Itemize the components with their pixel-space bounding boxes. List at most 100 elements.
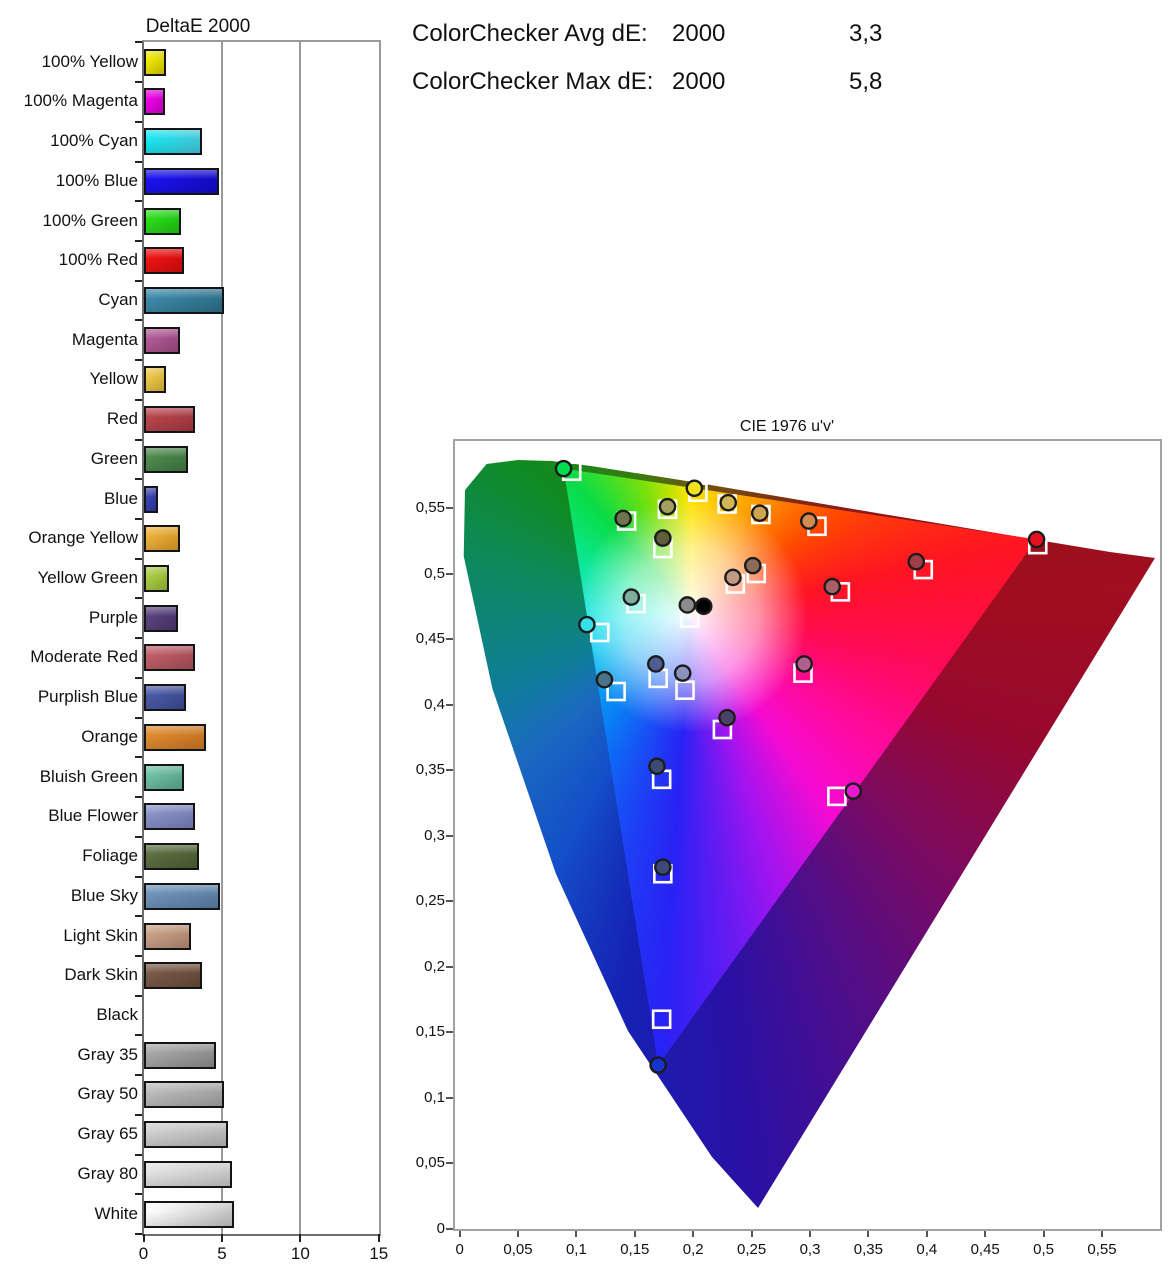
bar	[143, 644, 196, 672]
reference-target-square	[651, 1009, 672, 1030]
cie-x-tick-label: 0,2	[682, 1241, 704, 1258]
measured-point-circle	[724, 568, 742, 587]
cie-y-tick-label: 0,15	[415, 1023, 445, 1041]
bar-chart-row-tick	[134, 676, 142, 679]
bar	[143, 485, 158, 513]
cie-x-tick	[809, 1229, 811, 1237]
bar-chart-x-tick-label: 10	[290, 1243, 310, 1263]
bar-chart-x-tick	[377, 1233, 380, 1242]
bar-chart-row-tick	[134, 200, 142, 203]
bar-chart-category-label: Gray 65	[77, 1124, 138, 1144]
measured-point-circle	[649, 1056, 667, 1074]
bar-chart-row-tick	[134, 835, 142, 838]
cie-x-tick-label: 0,25	[736, 1241, 767, 1258]
bar-chart-category-label: Magenta	[71, 329, 138, 349]
bar-chart-x-tick-label: 5	[217, 1243, 227, 1263]
bar-chart-row-tick	[134, 438, 142, 441]
bar	[143, 1121, 229, 1149]
bar	[143, 525, 180, 553]
bar	[143, 1160, 233, 1188]
bar-chart-row-tick	[134, 81, 142, 84]
bar-chart-row-tick	[134, 796, 142, 799]
bar-chart-category-label: Purple	[88, 607, 138, 627]
measured-point-circle	[622, 588, 641, 606]
bar-chart-plot-area: 0 5 10 15	[134, 40, 388, 1263]
cie-x-tick	[692, 1229, 695, 1237]
bar	[143, 723, 207, 751]
bar-chart-row-tick	[134, 557, 142, 560]
bar-chart-category-label: 100% Blue	[55, 170, 138, 190]
bar-chart-x-tick-label: 15	[369, 1243, 389, 1263]
reference-target-square	[589, 622, 610, 643]
measured-point-circle	[1027, 530, 1046, 549]
bar-chart-category-label: 100% Yellow	[41, 51, 138, 71]
bar	[143, 287, 225, 314]
bar-chart-category-label: Black	[96, 1004, 138, 1024]
bar-chart-category-label: Orange Yellow	[28, 528, 138, 548]
bar-chart-row-tick	[134, 756, 142, 759]
bar-chart-category-label: Foliage	[82, 846, 138, 866]
cie-chart-title: CIE 1976 u'v'	[739, 418, 835, 435]
bar-chart-category-label: 100% Cyan	[50, 131, 138, 151]
cie-y-tick	[446, 572, 453, 575]
measured-point-circle	[907, 552, 926, 571]
cie-y-tick	[446, 1228, 453, 1230]
bar-chart-category-label: Dark Skin	[64, 965, 138, 985]
cie-y-tick-label: 0,5	[424, 564, 445, 582]
bar-chart-row-tick	[134, 398, 142, 401]
bar-chart-row-tick	[134, 915, 142, 918]
cie-y-tick	[446, 506, 453, 509]
cie-y-tick-label: 0,4	[424, 695, 445, 713]
cie-x-tick	[750, 1229, 753, 1237]
bar	[143, 882, 221, 910]
cie-y-tick-label: 0,2	[424, 957, 445, 975]
cie-x-tick-label: 0,4	[916, 1241, 938, 1258]
bar	[143, 167, 219, 195]
bar	[143, 48, 167, 76]
avg-de-label: ColorChecker Avg dE:	[412, 20, 648, 47]
bar-chart-category-label: Green	[90, 448, 138, 468]
bar	[143, 763, 185, 791]
cie-x-tick	[633, 1229, 636, 1237]
measured-point-circle	[685, 479, 704, 498]
bar	[143, 88, 166, 116]
bar-chart-category-label: Yellow	[89, 369, 138, 389]
cie-plot-area: 0 0,05 0,1 0,15 0,2 0,25 0,3 0,35 0,4 0,45 0,5 0,55…	[416, 439, 1162, 1258]
measured-point-circle	[718, 708, 736, 727]
bar-chart-row-tick	[134, 954, 142, 957]
bar-chart-category-label: Blue	[103, 488, 138, 508]
bar-chart-row-tick	[134, 319, 142, 322]
cie-x-tick	[1101, 1229, 1103, 1237]
bar-chart-row-tick	[134, 716, 142, 719]
bar	[143, 406, 196, 434]
bar-chart-row-tick	[134, 239, 142, 242]
cie-x-tick-label: 0,5	[1033, 1241, 1055, 1258]
cie-y-tick	[446, 703, 453, 706]
measured-point-circle	[823, 577, 841, 596]
cie-y-tick	[446, 1031, 453, 1034]
avg-de-standard: 2000	[672, 20, 726, 47]
bar	[143, 962, 202, 990]
measured-point-circle	[844, 782, 863, 800]
measured-point-circle	[673, 664, 692, 682]
measured-point-circle	[554, 459, 573, 478]
bar-chart-category-label: Light Skin	[63, 925, 138, 945]
cie-x-tick	[575, 1229, 578, 1237]
bar	[143, 1081, 225, 1109]
cie-x-tick-label: 0,15	[620, 1241, 650, 1258]
bar-chart-row-tick	[134, 1193, 142, 1196]
avg-de-value: 3,3	[849, 20, 883, 47]
bar	[143, 207, 182, 235]
bar-chart-row-tick	[134, 478, 142, 481]
bar-chart-x-tick-label: 0	[138, 1243, 149, 1263]
max-de-label: ColorChecker Max dE:	[412, 68, 654, 95]
bar-chart-category-label: 100% Magenta	[23, 91, 138, 111]
cie-x-tick	[458, 1229, 461, 1237]
max-de-standard: 2000	[672, 68, 726, 95]
bar	[143, 843, 200, 871]
bar-chart-row-tick	[134, 1153, 142, 1156]
cie-y-tick-label: 0,45	[415, 630, 445, 648]
measured-point-circle	[578, 615, 596, 634]
bar-chart-category-labels: 100% Yellow 100% Magenta 100% Cyan 100% Blu…	[0, 42, 140, 1234]
measured-point-circle	[678, 596, 697, 614]
